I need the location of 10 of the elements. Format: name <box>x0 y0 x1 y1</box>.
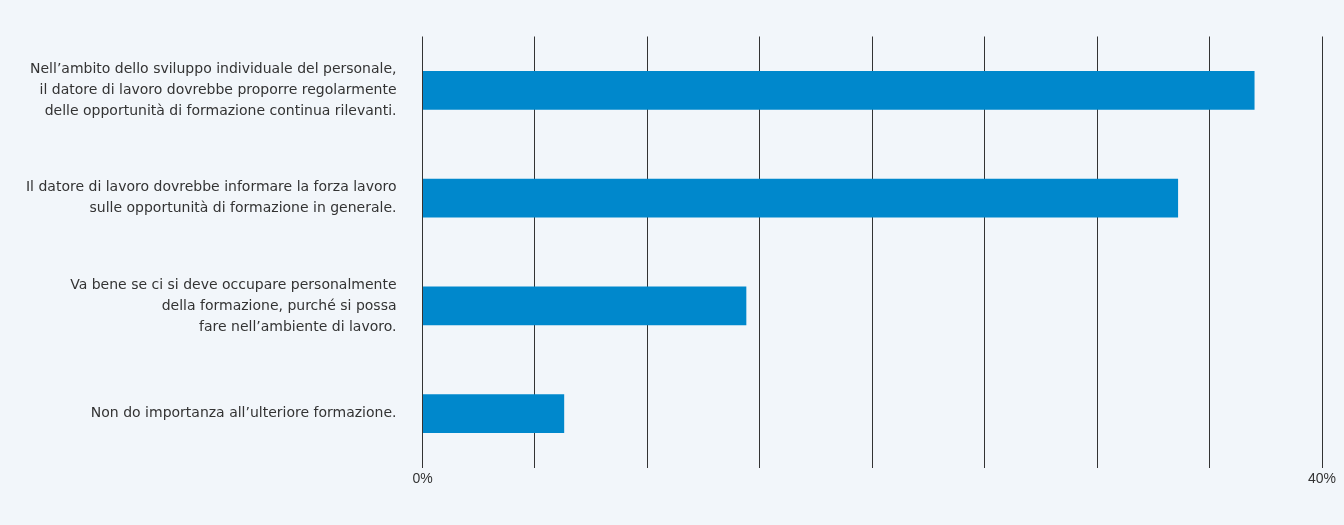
y-tick-label: Il datore di lavoro dovrebbe informare la forza lavoro sulle opportunità di formazione in generale. <box>25 178 397 216</box>
y-tick-label: Non do importanza all’ulteriore formazione. <box>90 404 397 421</box>
bar <box>423 178 1179 218</box>
x-tick-label: 40% <box>1307 469 1337 486</box>
bar <box>423 70 1255 110</box>
bar <box>423 394 565 434</box>
x-tick-label: 0% <box>412 469 433 486</box>
y-tick-label: Va bene se ci si deve occupare personalmente della formazione, purché si possa fare nell’ambiente di lavoro. <box>70 275 397 334</box>
bar <box>423 286 747 326</box>
y-tick-label: Nell’ambito dello sviluppo individuale del personale, il datore di lavoro dovrebbe proporre regolarmente delle opportunità di formazione continua rilevanti. <box>30 60 397 119</box>
